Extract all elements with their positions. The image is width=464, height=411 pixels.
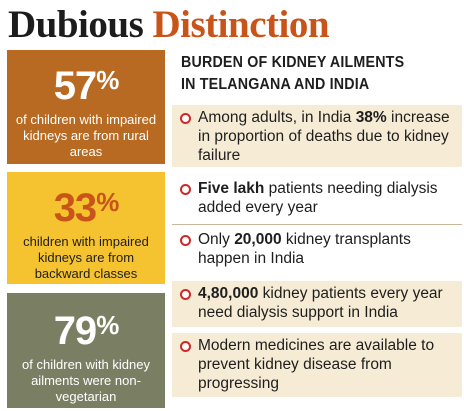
bullet-icon [180, 113, 191, 124]
bullet-icon [180, 341, 191, 352]
stat-percent: 33% [53, 186, 120, 230]
bullet-icon [180, 289, 191, 300]
fact-text: Modern medicines are available to preven… [198, 337, 435, 392]
stat-description: of children with kidney ailments were no… [22, 357, 150, 404]
fact-text: Among adults, in India 38% increase in p… [198, 109, 450, 164]
bullet-icon [180, 235, 191, 246]
bullet-icon [180, 184, 191, 195]
divider [172, 224, 462, 225]
stat-percent: 79% [53, 309, 120, 353]
fact-item: 4,80,000 kidney patients every year need… [172, 281, 462, 327]
heading-line-2: IN TELANGANA AND INDIA [181, 76, 370, 93]
fact-item: Only 20,000 kidney transplants happen in… [172, 227, 462, 271]
fact-text: 4,80,000 kidney patients every year need… [198, 285, 443, 321]
stat-card-non-vegetarian: 79% of children with kidney ailments wer… [7, 293, 165, 408]
heading-line-1: BURDEN OF KIDNEY AILMENTS [181, 54, 405, 71]
fact-item: Five lakh patients needing dialysis adde… [172, 176, 462, 219]
section-heading: BURDEN OF KIDNEY AILMENTS IN TELANGANA A… [181, 52, 439, 96]
fact-text: Five lakh patients needing dialysis adde… [198, 180, 438, 216]
fact-item: Modern medicines are available to preven… [172, 333, 462, 397]
fact-text: Only 20,000 kidney transplants happen in… [198, 231, 411, 267]
title-word-distinction: Distinction [152, 3, 330, 46]
stat-description: of children with impaired kidneys are fr… [15, 112, 157, 159]
stat-percent: 57% [53, 64, 120, 108]
stat-description: children with impaired kidneys are from … [23, 234, 149, 281]
page-title: Dubious Distinction [8, 2, 330, 48]
title-word-dubious: Dubious [8, 3, 144, 46]
stat-card-backward-classes: 33% children with impaired kidneys are f… [7, 172, 165, 284]
fact-item: Among adults, in India 38% increase in p… [172, 105, 462, 167]
stat-card-rural: 57% of children with impaired kidneys ar… [7, 50, 165, 164]
